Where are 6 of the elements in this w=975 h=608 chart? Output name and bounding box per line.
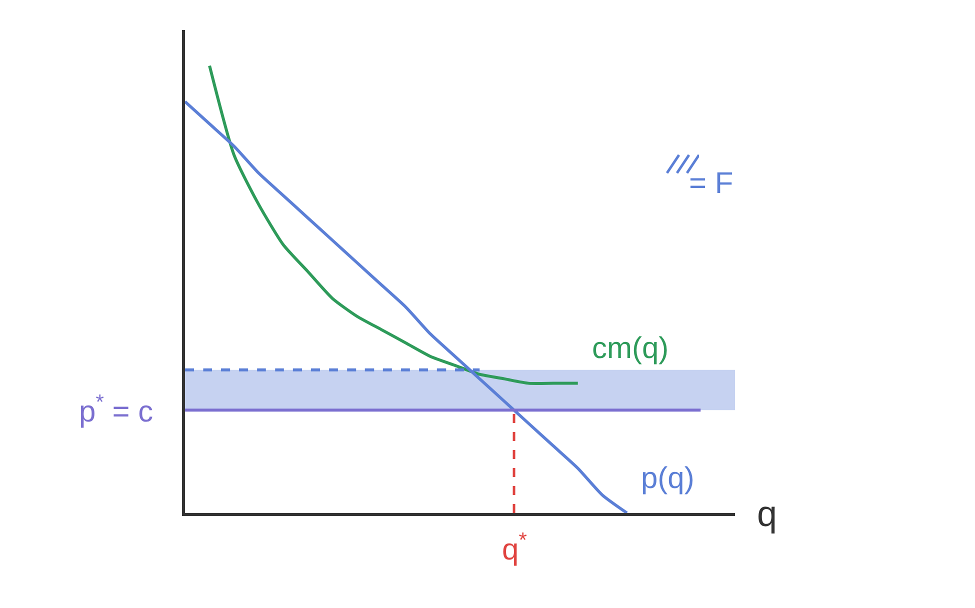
text: q$^{*}$	[502, 529, 527, 567]
series-label: p$^{*}$ = c	[79, 391, 154, 429]
x-axis-title: q	[757, 493, 778, 534]
series-label: cm(q)	[592, 332, 669, 365]
legend-label: = F	[689, 167, 734, 200]
series-label: p(q)	[641, 462, 694, 495]
